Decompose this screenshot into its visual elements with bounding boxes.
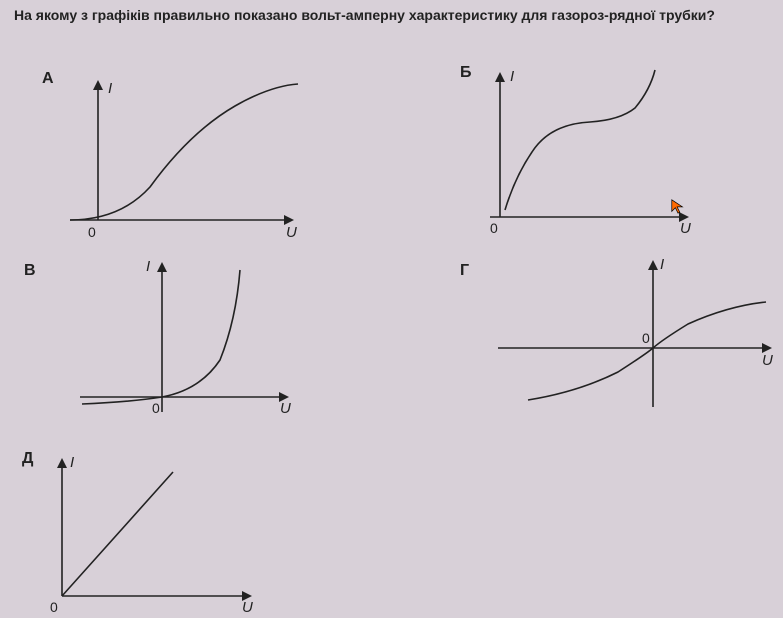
curve-g xyxy=(528,302,766,400)
u-label-g: U xyxy=(762,352,773,369)
chart-d-label: Д xyxy=(22,450,33,468)
zero-b: 0 xyxy=(490,220,498,236)
zero-a: 0 xyxy=(88,224,96,240)
curve-b xyxy=(505,70,655,210)
u-label-b: U xyxy=(680,220,691,237)
chart-b-svg xyxy=(470,62,710,247)
curve-d xyxy=(62,472,173,596)
i-label-d: I xyxy=(70,454,74,471)
y-arrow xyxy=(57,458,67,468)
i-label-b: I xyxy=(510,68,514,85)
y-arrow xyxy=(495,72,505,82)
chart-g-svg xyxy=(478,252,778,422)
chart-v-label: В xyxy=(24,262,36,280)
question-text: На якому з графіків правильно показано в… xyxy=(0,0,783,26)
i-label-a: I xyxy=(108,80,112,97)
i-label-v: I xyxy=(146,258,150,275)
chart-a-svg xyxy=(40,72,310,242)
zero-d: 0 xyxy=(50,599,58,615)
charts-container: А I U 0 Б I U 0 xyxy=(0,26,783,586)
i-label-g: I xyxy=(660,256,664,273)
y-arrow xyxy=(648,260,658,270)
curve-a xyxy=(70,84,298,220)
zero-v: 0 xyxy=(152,400,160,416)
u-label-a: U xyxy=(286,224,297,241)
chart-g-label: Г xyxy=(460,262,469,280)
curve-v xyxy=(82,270,240,404)
y-arrow xyxy=(157,262,167,272)
chart-d-svg xyxy=(38,448,268,618)
chart-v-svg xyxy=(60,252,310,432)
u-label-v: U xyxy=(280,400,291,417)
y-arrow xyxy=(93,80,103,90)
zero-g: 0 xyxy=(642,330,650,346)
